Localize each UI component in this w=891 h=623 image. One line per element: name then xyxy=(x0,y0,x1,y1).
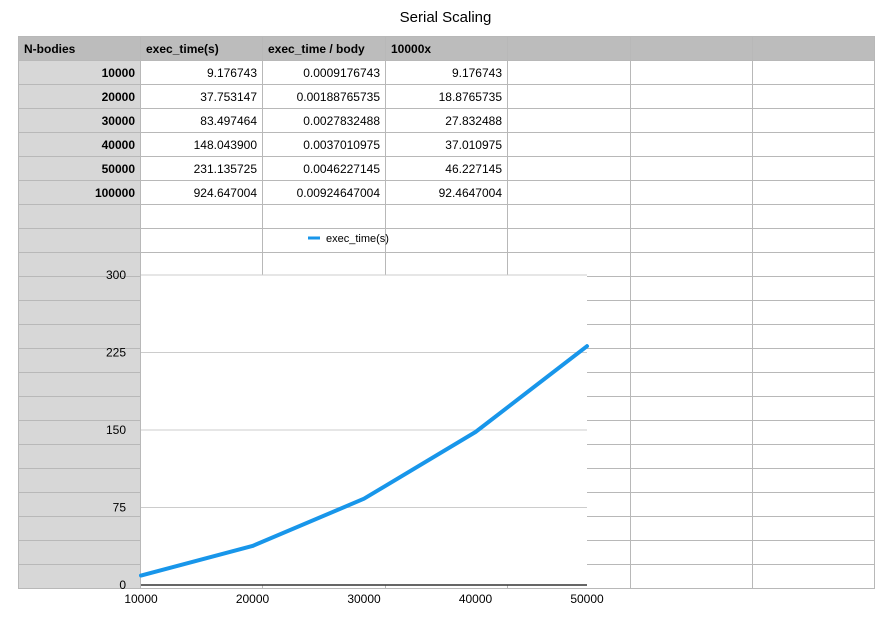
data-point xyxy=(252,545,253,547)
table-cell[interactable] xyxy=(630,468,753,493)
table-cell[interactable] xyxy=(140,204,263,229)
x-tick-label: 30000 xyxy=(347,592,381,606)
row-header-cell[interactable] xyxy=(18,348,141,373)
data-point xyxy=(363,498,365,500)
data-point xyxy=(475,431,476,433)
table-cell[interactable] xyxy=(752,132,875,157)
row-header-cell[interactable] xyxy=(18,444,141,469)
table-cell[interactable] xyxy=(630,180,753,205)
x-tick-label: 20000 xyxy=(236,592,270,606)
y-tick-label: 225 xyxy=(106,346,126,360)
table-cell[interactable] xyxy=(507,84,631,109)
row-header-cell[interactable] xyxy=(18,540,141,565)
table-row: 10000 9.176743 0.0009176743 9.176743 xyxy=(18,60,875,85)
table-cell[interactable] xyxy=(507,132,631,157)
y-tick-label: 0 xyxy=(119,578,126,592)
y-tick-label: 75 xyxy=(113,501,127,515)
table-cell[interactable] xyxy=(752,516,875,541)
column-header[interactable]: exec_time(s) xyxy=(140,36,263,61)
table-row xyxy=(18,204,875,229)
table-cell[interactable] xyxy=(752,492,875,517)
table-row: 40000 148.043900 0.0037010975 37.010975 xyxy=(18,132,875,157)
table-cell[interactable] xyxy=(507,252,631,277)
row-header-cell[interactable]: 10000 xyxy=(18,60,141,85)
table-row xyxy=(18,228,875,253)
table-cell[interactable] xyxy=(752,396,875,421)
y-tick-label: 300 xyxy=(106,268,126,282)
table-cell[interactable] xyxy=(630,564,753,589)
row-header-cell[interactable] xyxy=(18,516,141,541)
row-header-cell[interactable]: 40000 xyxy=(18,132,141,157)
table-cell[interactable] xyxy=(262,228,386,253)
table-cell[interactable] xyxy=(752,420,875,445)
table-cell[interactable]: 0.0009176743 xyxy=(262,60,386,85)
table-cell[interactable] xyxy=(752,468,875,493)
sheet-title: Serial Scaling xyxy=(399,9,492,26)
table-cell[interactable] xyxy=(752,372,875,397)
table-cell[interactable]: 46.227145 xyxy=(385,156,508,181)
table-cell[interactable]: 9.176743 xyxy=(140,60,263,85)
row-header-cell[interactable] xyxy=(18,276,141,301)
row-header-cell[interactable] xyxy=(18,420,141,445)
table-cell[interactable] xyxy=(630,108,753,133)
table-cell[interactable] xyxy=(630,156,753,181)
table-cell[interactable] xyxy=(630,132,753,157)
y-tick-label: 150 xyxy=(106,423,126,437)
table-cell[interactable]: 0.00924647004 xyxy=(262,180,386,205)
row-header-cell[interactable]: 100000 xyxy=(18,180,141,205)
table-cell[interactable]: 231.135725 xyxy=(140,156,263,181)
table-cell[interactable] xyxy=(507,108,631,133)
table-cell[interactable] xyxy=(752,300,875,325)
table-cell[interactable]: 0.0046227145 xyxy=(262,156,386,181)
table-cell[interactable] xyxy=(630,540,753,565)
column-header[interactable] xyxy=(507,36,631,61)
row-header-cell[interactable] xyxy=(18,204,141,229)
x-tick-label: 10000 xyxy=(124,592,158,606)
table-cell[interactable] xyxy=(752,540,875,565)
column-header[interactable] xyxy=(630,36,753,61)
row-header-cell[interactable] xyxy=(18,396,141,421)
table-cell[interactable]: 18.8765735 xyxy=(385,84,508,109)
table-cell[interactable] xyxy=(752,564,875,589)
row-header-cell[interactable] xyxy=(18,252,141,277)
x-tick-label: 40000 xyxy=(459,592,493,606)
table-cell[interactable] xyxy=(140,228,263,253)
data-point xyxy=(586,345,588,347)
header-row: N-bodies exec_time(s) exec_time / body 1000… xyxy=(18,36,875,61)
table-cell[interactable]: 0.00188765735 xyxy=(262,84,386,109)
legend-label: exec_time(s) xyxy=(326,233,389,245)
table-cell[interactable] xyxy=(630,516,753,541)
table-cell[interactable]: 924.647004 xyxy=(140,180,263,205)
table-cell[interactable] xyxy=(262,252,386,277)
column-header[interactable]: exec_time / body xyxy=(262,36,386,61)
table-cell[interactable] xyxy=(630,204,753,229)
table-row: 50000 231.135725 0.0046227145 46.227145 xyxy=(18,156,875,181)
table-cell[interactable]: 37.010975 xyxy=(385,132,508,157)
table-row: 20000 37.753147 0.00188765735 18.8765735 xyxy=(18,84,875,109)
table-cell[interactable] xyxy=(507,156,631,181)
data-point xyxy=(140,575,142,577)
row-header-cell[interactable] xyxy=(18,372,141,397)
row-header-cell[interactable] xyxy=(18,228,141,253)
table-cell[interactable] xyxy=(752,84,875,109)
x-tick-label: 50000 xyxy=(570,592,604,606)
table-cell[interactable] xyxy=(752,348,875,373)
table-cell[interactable]: 0.0027832488 xyxy=(262,108,386,133)
table-cell[interactable]: 9.176743 xyxy=(385,60,508,85)
row-header-cell[interactable] xyxy=(18,324,141,349)
